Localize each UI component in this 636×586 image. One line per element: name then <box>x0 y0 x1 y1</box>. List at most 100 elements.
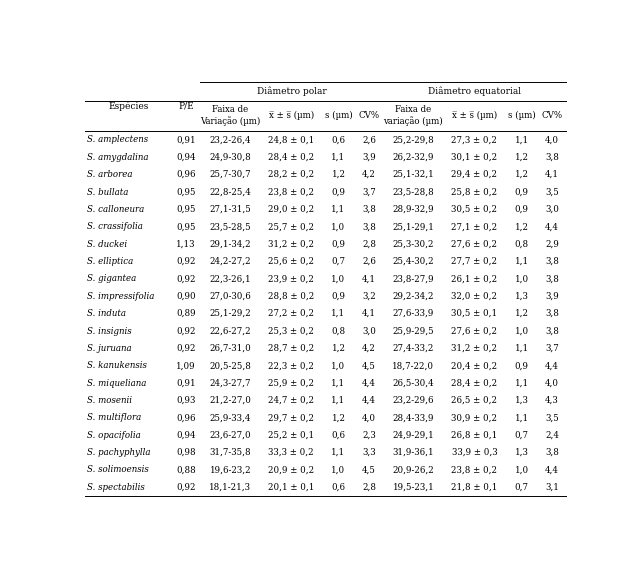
Text: 23,5-28,8: 23,5-28,8 <box>392 188 434 196</box>
Text: 0,92: 0,92 <box>176 483 196 492</box>
Text: 3,5: 3,5 <box>545 188 559 196</box>
Text: 0,9: 0,9 <box>515 361 529 370</box>
Text: 0,98: 0,98 <box>176 448 196 457</box>
Text: 1,1: 1,1 <box>515 344 529 353</box>
Text: 21,2-27,0: 21,2-27,0 <box>209 396 251 405</box>
Text: 0,91: 0,91 <box>176 135 196 144</box>
Text: 0,89: 0,89 <box>176 309 196 318</box>
Text: 1,0: 1,0 <box>515 274 529 284</box>
Text: 4,2: 4,2 <box>362 170 376 179</box>
Text: 1,2: 1,2 <box>331 170 345 179</box>
Text: 26,5 ± 0,2: 26,5 ± 0,2 <box>452 396 497 405</box>
Text: CV%: CV% <box>541 111 563 120</box>
Text: 1,0: 1,0 <box>515 326 529 336</box>
Text: Espécies: Espécies <box>108 101 149 111</box>
Text: 27,4-33,2: 27,4-33,2 <box>392 344 434 353</box>
Text: 31,2 ± 0,2: 31,2 ± 0,2 <box>268 240 314 248</box>
Text: 27,2 ± 0,2: 27,2 ± 0,2 <box>268 309 314 318</box>
Text: 33,9 ± 0,3: 33,9 ± 0,3 <box>452 448 497 457</box>
Text: 0,9: 0,9 <box>331 240 345 248</box>
Text: S. crassifolia: S. crassifolia <box>87 222 142 231</box>
Text: 3,8: 3,8 <box>545 309 559 318</box>
Text: 25,9-33,4: 25,9-33,4 <box>209 413 251 423</box>
Text: 30,5 ± 0,1: 30,5 ± 0,1 <box>452 309 497 318</box>
Text: 26,5-30,4: 26,5-30,4 <box>392 379 434 387</box>
Text: Diâmetro polar: Diâmetro polar <box>257 86 327 96</box>
Text: 0,96: 0,96 <box>176 170 196 179</box>
Text: 22,3-26,1: 22,3-26,1 <box>209 274 251 284</box>
Text: 0,93: 0,93 <box>176 396 195 405</box>
Text: 0,9: 0,9 <box>515 205 529 214</box>
Text: 25,7-30,7: 25,7-30,7 <box>209 170 251 179</box>
Text: 4,1: 4,1 <box>545 170 559 179</box>
Text: 25,3-30,2: 25,3-30,2 <box>392 240 434 248</box>
Text: 19,6-23,2: 19,6-23,2 <box>209 465 251 475</box>
Text: S. induta: S. induta <box>87 309 126 318</box>
Text: 1,2: 1,2 <box>515 170 529 179</box>
Text: 28,4 ± 0,2: 28,4 ± 0,2 <box>452 379 497 387</box>
Text: 18,1-21,3: 18,1-21,3 <box>209 483 251 492</box>
Text: 28,8 ± 0,2: 28,8 ± 0,2 <box>268 292 314 301</box>
Text: 23,8 ± 0,2: 23,8 ± 0,2 <box>452 465 497 475</box>
Text: 4,3: 4,3 <box>545 396 559 405</box>
Text: 27,1-31,5: 27,1-31,5 <box>209 205 251 214</box>
Text: 29,0 ± 0,2: 29,0 ± 0,2 <box>268 205 314 214</box>
Text: 29,2-34,2: 29,2-34,2 <box>392 292 434 301</box>
Text: 0,92: 0,92 <box>176 257 196 266</box>
Text: 4,0: 4,0 <box>545 135 559 144</box>
Text: 26,8 ± 0,1: 26,8 ± 0,1 <box>452 431 497 440</box>
Text: 23,9 ± 0,2: 23,9 ± 0,2 <box>268 274 314 284</box>
Text: 4,1: 4,1 <box>362 274 376 284</box>
Text: 0,8: 0,8 <box>515 240 529 248</box>
Text: 33,3 ± 0,2: 33,3 ± 0,2 <box>268 448 314 457</box>
Text: S. solimoensis: S. solimoensis <box>87 465 149 475</box>
Text: 4,4: 4,4 <box>545 361 559 370</box>
Text: 0,96: 0,96 <box>176 413 196 423</box>
Text: 25,6 ± 0,2: 25,6 ± 0,2 <box>268 257 314 266</box>
Text: 1,2: 1,2 <box>515 222 529 231</box>
Text: 1,0: 1,0 <box>331 274 345 284</box>
Text: 1,2: 1,2 <box>331 413 345 423</box>
Text: 0,7: 0,7 <box>515 431 529 440</box>
Text: 4,5: 4,5 <box>362 465 376 475</box>
Text: s (µm): s (µm) <box>508 111 536 121</box>
Text: 28,4-33,9: 28,4-33,9 <box>392 413 434 423</box>
Text: 4,4: 4,4 <box>362 396 376 405</box>
Text: 1,1: 1,1 <box>331 379 345 387</box>
Text: 23,8 ± 0,2: 23,8 ± 0,2 <box>268 188 314 196</box>
Text: 28,9-32,9: 28,9-32,9 <box>392 205 434 214</box>
Text: 0,92: 0,92 <box>176 326 196 336</box>
Text: 3,8: 3,8 <box>545 274 559 284</box>
Text: 3,8: 3,8 <box>545 326 559 336</box>
Text: 21,8 ± 0,1: 21,8 ± 0,1 <box>451 483 497 492</box>
Text: 0,8: 0,8 <box>331 326 345 336</box>
Text: 3,8: 3,8 <box>545 153 559 162</box>
Text: 27,3 ± 0,2: 27,3 ± 0,2 <box>452 135 497 144</box>
Text: 4,4: 4,4 <box>545 222 559 231</box>
Text: 20,4 ± 0,2: 20,4 ± 0,2 <box>452 361 497 370</box>
Text: 2,4: 2,4 <box>545 431 559 440</box>
Text: 20,9 ± 0,2: 20,9 ± 0,2 <box>268 465 314 475</box>
Text: 3,0: 3,0 <box>362 326 376 336</box>
Text: 3,3: 3,3 <box>362 448 376 457</box>
Text: 3,8: 3,8 <box>362 205 376 214</box>
Text: 1,3: 1,3 <box>515 396 529 405</box>
Text: Faixa de
Variação (µm): Faixa de Variação (µm) <box>200 105 260 127</box>
Text: 0,95: 0,95 <box>176 188 196 196</box>
Text: S. miqueliana: S. miqueliana <box>87 379 146 387</box>
Text: 24,9-29,1: 24,9-29,1 <box>392 431 434 440</box>
Text: 20,1 ± 0,1: 20,1 ± 0,1 <box>268 483 314 492</box>
Text: 25,1-29,1: 25,1-29,1 <box>392 222 434 231</box>
Text: 25,1-29,2: 25,1-29,2 <box>209 309 251 318</box>
Text: 25,3 ± 0,2: 25,3 ± 0,2 <box>268 326 314 336</box>
Text: S. kanukensis: S. kanukensis <box>87 361 147 370</box>
Text: 30,1 ± 0,2: 30,1 ± 0,2 <box>452 153 497 162</box>
Text: S. gigantea: S. gigantea <box>87 274 136 284</box>
Text: S. multiflora: S. multiflora <box>87 413 141 423</box>
Text: 27,0-30,6: 27,0-30,6 <box>209 292 251 301</box>
Text: 25,4-30,2: 25,4-30,2 <box>392 257 434 266</box>
Text: 1,3: 1,3 <box>515 292 529 301</box>
Text: 27,6 ± 0,2: 27,6 ± 0,2 <box>452 326 497 336</box>
Text: 4,1: 4,1 <box>362 309 376 318</box>
Text: 2,6: 2,6 <box>362 135 376 144</box>
